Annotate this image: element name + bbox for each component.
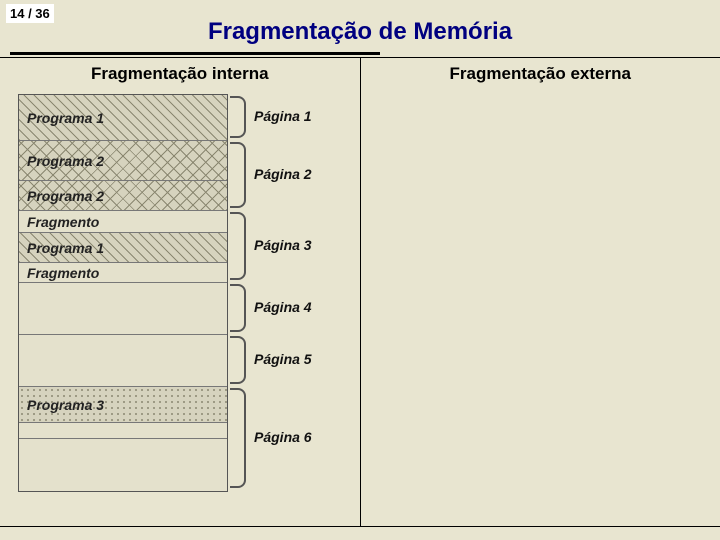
memory-row-label: Programa 1 — [27, 110, 104, 126]
page-label: Página 5 — [254, 351, 312, 367]
right-column-header: Fragmentação externa — [361, 58, 720, 94]
page-bracket — [232, 96, 246, 138]
page-label: Página 3 — [254, 237, 312, 253]
memory-row-label: Programa 2 — [27, 153, 104, 169]
memory-row — [19, 335, 227, 387]
memory-row — [19, 283, 227, 335]
memory-row: Programa 2 — [19, 141, 227, 181]
page-bracket — [232, 284, 246, 332]
memory-row: Programa 1 — [19, 233, 227, 263]
memory-row: Fragmento — [19, 211, 227, 233]
page-label: Página 4 — [254, 299, 312, 315]
page-number: 14 / 36 — [6, 4, 54, 23]
memory-row-label: Programa 3 — [27, 397, 104, 413]
right-column: Fragmentação externa — [361, 58, 720, 526]
memory-row: Programa 3 — [19, 387, 227, 423]
memory-row-label: Fragmento — [27, 265, 99, 281]
memory-diagram: Programa 1 Programa 2 Programa 2 Fragmento P… — [0, 94, 360, 526]
page-label: Página 2 — [254, 166, 312, 182]
left-column-header: Fragmentação interna — [0, 58, 360, 94]
columns-container: Fragmentação interna Programa 1Programa … — [0, 57, 720, 527]
memory-row: Fragmento — [19, 263, 227, 283]
slide-title: Fragmentação de Memória — [0, 0, 720, 46]
memory-row: Programa 2 — [19, 181, 227, 211]
page-bracket — [232, 388, 246, 488]
page-bracket — [232, 212, 246, 280]
page-bracket — [232, 142, 246, 208]
memory-row — [19, 439, 227, 491]
memory-row-label: Fragmento — [27, 214, 99, 230]
memory-stack: Programa 1 Programa 2 Programa 2 Fragmento P… — [18, 94, 228, 492]
memory-row — [19, 423, 227, 439]
left-column: Fragmentação interna Programa 1Programa … — [0, 58, 361, 526]
title-underline — [10, 52, 380, 55]
memory-row: Programa 1 — [19, 95, 227, 141]
memory-row-label: Programa 1 — [27, 240, 104, 256]
page-bracket — [232, 336, 246, 384]
memory-row-label: Programa 2 — [27, 188, 104, 204]
page-label: Página 6 — [254, 429, 312, 445]
page-label: Página 1 — [254, 108, 312, 124]
